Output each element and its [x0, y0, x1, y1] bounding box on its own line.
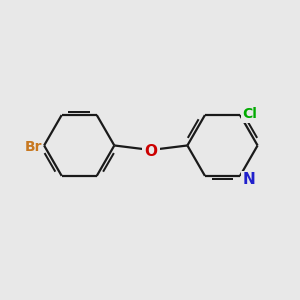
Text: Cl: Cl [242, 107, 257, 121]
Text: N: N [242, 172, 255, 187]
Text: Br: Br [24, 140, 42, 154]
Text: O: O [144, 144, 157, 159]
